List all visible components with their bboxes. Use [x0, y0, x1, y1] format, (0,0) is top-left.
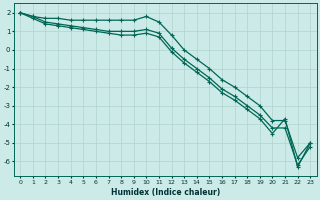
X-axis label: Humidex (Indice chaleur): Humidex (Indice chaleur) — [111, 188, 220, 197]
